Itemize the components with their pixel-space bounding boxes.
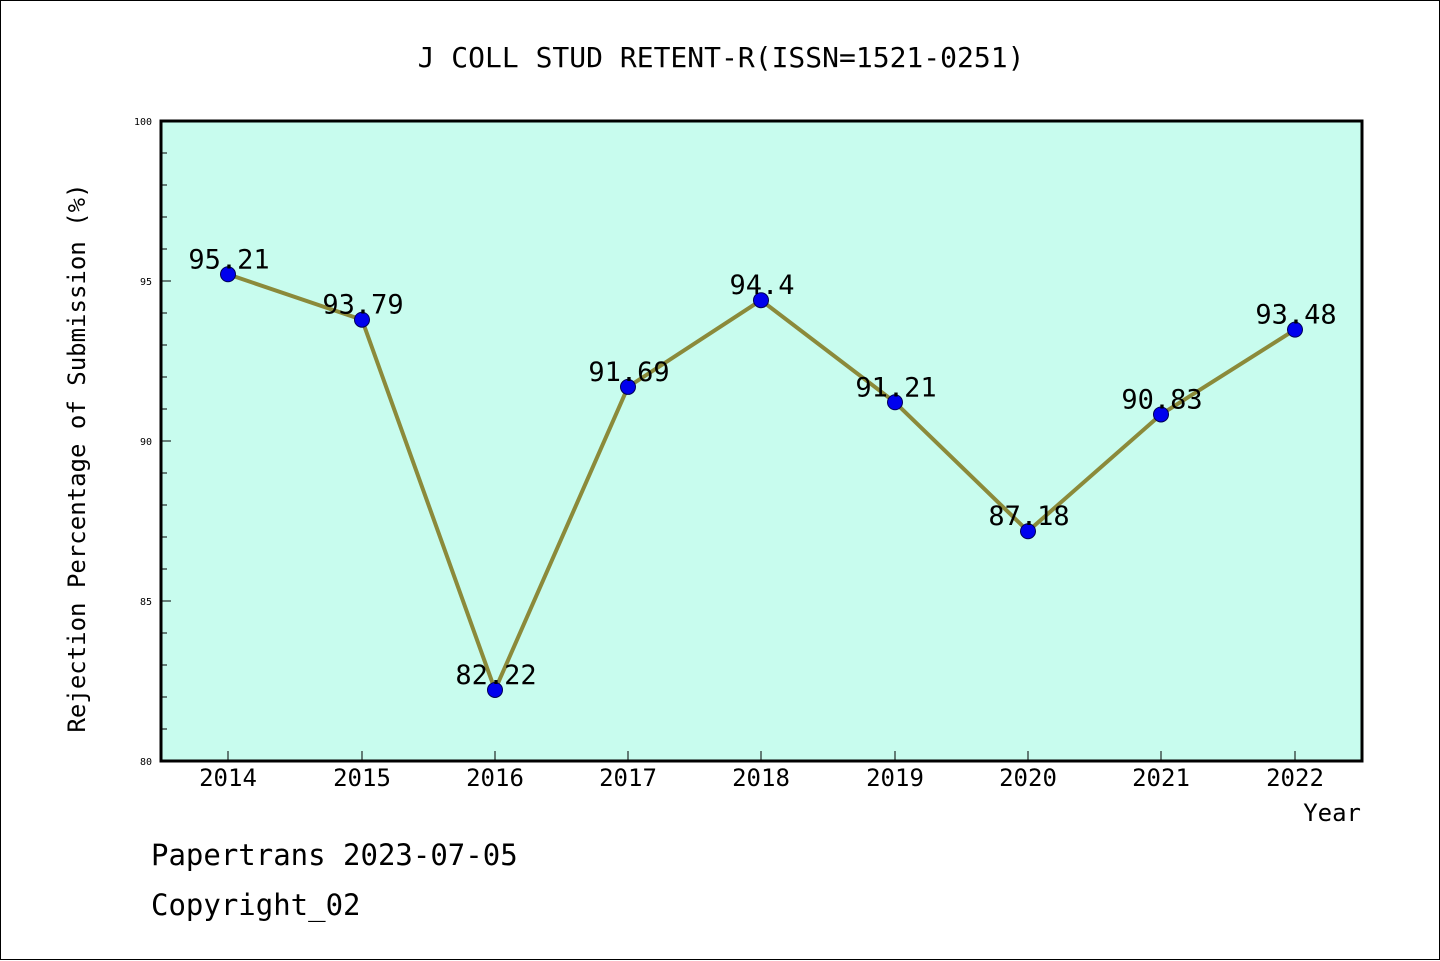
data-point-marker <box>1153 406 1169 423</box>
x-tick-label: 2017 <box>599 764 657 792</box>
y-tick-label: 80 <box>140 757 152 768</box>
series-line-group <box>220 266 1303 698</box>
data-label: 90.83 <box>1121 384 1202 415</box>
x-tick-label: 2015 <box>333 764 391 792</box>
y-tick-label: 90 <box>140 437 152 448</box>
data-point-marker <box>620 378 636 395</box>
data-label: 82.22 <box>455 660 536 691</box>
data-label: 94.4 <box>729 270 794 301</box>
x-tick-label: 2020 <box>999 764 1057 792</box>
chart-title: J COLL STUD RETENT-R(ISSN=1521-0251) <box>418 41 1025 74</box>
data-label: 91.69 <box>588 357 669 388</box>
data-point-marker <box>753 292 769 309</box>
data-point-marker <box>887 394 903 411</box>
y-tick-label: 100 <box>134 117 152 128</box>
plot-area <box>159 119 1364 763</box>
y-tick-label: 95 <box>140 277 152 288</box>
y-axis-label: Rejection Percentage of Submission (%) <box>63 183 91 732</box>
data-label: 93.48 <box>1255 300 1336 331</box>
data-labels: 95.21 93.79 82.22 91.69 94.4 91.21 87.18 90.83 9… <box>188 244 1336 691</box>
footer-date: Papertrans 2023-07-05 <box>151 838 518 872</box>
x-tick-label: 2019 <box>866 764 924 792</box>
data-label: 93.79 <box>322 290 403 321</box>
data-label: 87.18 <box>988 501 1069 532</box>
x-tick-label: 2022 <box>1266 764 1324 792</box>
x-axis-label: Year <box>1303 799 1361 827</box>
data-point-marker <box>354 311 370 328</box>
y-tick-label: 85 <box>140 597 152 608</box>
x-tick-label: 2021 <box>1132 764 1190 792</box>
data-label: 95.21 <box>188 244 269 275</box>
data-point-marker <box>1287 321 1303 338</box>
x-tick-label: 2016 <box>466 764 524 792</box>
data-point-marker <box>487 681 503 698</box>
data-point-marker <box>220 266 236 283</box>
x-tick-label: 2014 <box>199 764 257 792</box>
data-label: 91.21 <box>855 372 936 403</box>
y-axis-ticks: 80 85 90 95 100 <box>134 117 171 768</box>
x-axis-ticks: 2014 2015 2016 2017 2018 2019 2020 2021 2022 <box>199 751 1324 792</box>
x-tick-label: 2018 <box>732 764 790 792</box>
footer-copyright: Copyright_02 <box>151 888 361 923</box>
data-point-marker <box>1020 523 1036 540</box>
